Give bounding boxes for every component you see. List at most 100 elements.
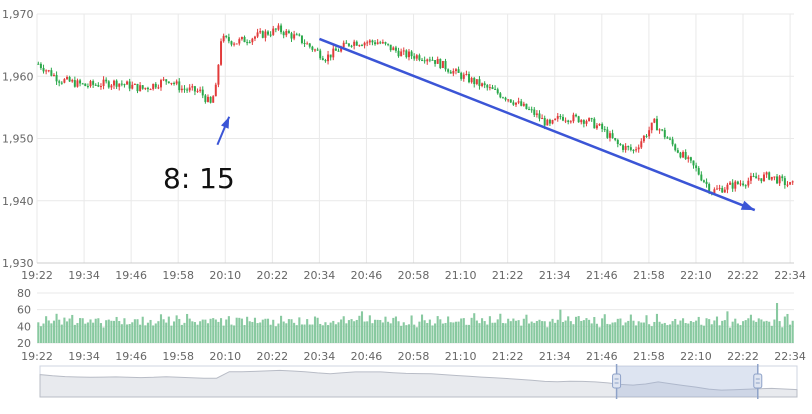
volume-bar	[588, 319, 591, 343]
volume-tick-label: 60	[17, 304, 31, 317]
volume-bar	[637, 321, 640, 343]
candle-body	[193, 86, 196, 92]
volume-bar	[590, 323, 593, 343]
candle-body	[629, 147, 632, 150]
volume-bar	[668, 324, 672, 343]
volume-time-labels: 19:22 19:34 19:46 19:58 20:10 20:22 20:34 20:46…	[21, 350, 806, 363]
volume-bar	[413, 324, 416, 343]
volume-bar	[530, 321, 533, 343]
time-tick-label: 20:34	[304, 350, 336, 363]
volume-bar	[118, 320, 121, 343]
volume-bar	[608, 324, 612, 343]
volume-bar	[481, 318, 484, 343]
candle-body	[658, 129, 661, 131]
volume-bar	[274, 326, 277, 343]
candle-body	[783, 178, 786, 186]
time-tick-label: 20:46	[351, 350, 383, 363]
volume-bar	[729, 327, 732, 343]
candle-body	[603, 129, 606, 131]
candle-body	[353, 41, 356, 46]
time-tick-label: 19:58	[162, 269, 194, 282]
time-tick-label: 20:46	[351, 269, 383, 282]
candle-body	[311, 46, 314, 50]
volume-bar	[230, 324, 233, 343]
price-axis-labels: 1,930 1,940 1,950 1,960 1,970	[2, 8, 34, 270]
candle-body	[68, 76, 71, 82]
candle-body	[770, 176, 773, 180]
candle-body	[614, 137, 617, 140]
volume-bar	[420, 314, 424, 343]
candle-body	[120, 83, 123, 85]
price-tick-label: 1,950	[2, 133, 34, 146]
volume-bar	[264, 318, 267, 343]
volume-bar	[762, 321, 766, 343]
volume-bar	[504, 323, 507, 343]
volume-bar	[308, 324, 311, 343]
candle-body	[149, 89, 152, 91]
candle-body	[689, 157, 692, 161]
volume-bar	[162, 319, 165, 343]
volume-bar	[499, 313, 502, 343]
candle-body	[726, 184, 729, 190]
volume-bar	[154, 323, 157, 343]
time-tick-label: 20:34	[304, 269, 336, 282]
time-tick-label: 22:34	[774, 269, 806, 282]
candle-body	[167, 81, 170, 83]
candle-body	[37, 63, 40, 65]
candle-body	[632, 149, 635, 151]
candle-body	[666, 137, 669, 139]
candle-body	[316, 49, 319, 51]
candle-body	[39, 63, 42, 68]
price-grid	[36, 13, 794, 264]
time-tick-label: 19:22	[21, 350, 53, 363]
volume-bar	[522, 318, 525, 343]
candle-body	[721, 187, 724, 193]
volume-bar	[277, 323, 280, 343]
volume-bar	[585, 318, 588, 343]
trendline	[318, 37, 756, 212]
volume-bar	[167, 316, 170, 343]
volume-bar	[366, 321, 369, 343]
volume-bar	[76, 323, 79, 343]
candle-body	[212, 96, 215, 103]
candle-body	[183, 88, 186, 90]
volume-bar	[781, 327, 784, 343]
volume-bar	[556, 319, 559, 343]
candle-body	[340, 47, 343, 52]
candle-body	[233, 43, 236, 45]
candle-body	[713, 189, 716, 194]
candle-body	[86, 86, 89, 88]
volume-bar	[755, 321, 758, 343]
candle-body	[588, 118, 591, 122]
candle-body	[423, 60, 426, 62]
candle-body	[180, 88, 183, 91]
candle-body	[517, 101, 520, 103]
candle-body	[238, 39, 241, 44]
time-tick-label: 20:10	[209, 350, 241, 363]
candle-body	[483, 83, 486, 86]
candle-body	[749, 175, 752, 181]
volume-bar	[212, 318, 215, 343]
volume-bar	[201, 319, 204, 343]
volume-bar	[384, 316, 387, 343]
volume-bar	[112, 320, 116, 343]
annotations: 8: 15	[163, 37, 756, 212]
volume-bar	[449, 322, 452, 343]
candle-body	[407, 51, 410, 58]
volume-bar	[551, 318, 554, 343]
volume-bar	[298, 317, 301, 343]
range-navigator[interactable]	[39, 364, 798, 399]
volume-bar	[676, 324, 679, 343]
volume-bar	[217, 321, 220, 343]
candle-body	[580, 120, 583, 123]
volume-bar	[710, 324, 713, 343]
candle-body	[478, 79, 481, 86]
candle-body	[350, 45, 353, 47]
candle-body	[598, 123, 601, 126]
candle-body	[781, 176, 784, 179]
volume-bar	[238, 317, 241, 343]
trendline-arrowhead	[740, 200, 755, 211]
candle-body	[84, 83, 87, 87]
candle-body	[447, 69, 450, 72]
